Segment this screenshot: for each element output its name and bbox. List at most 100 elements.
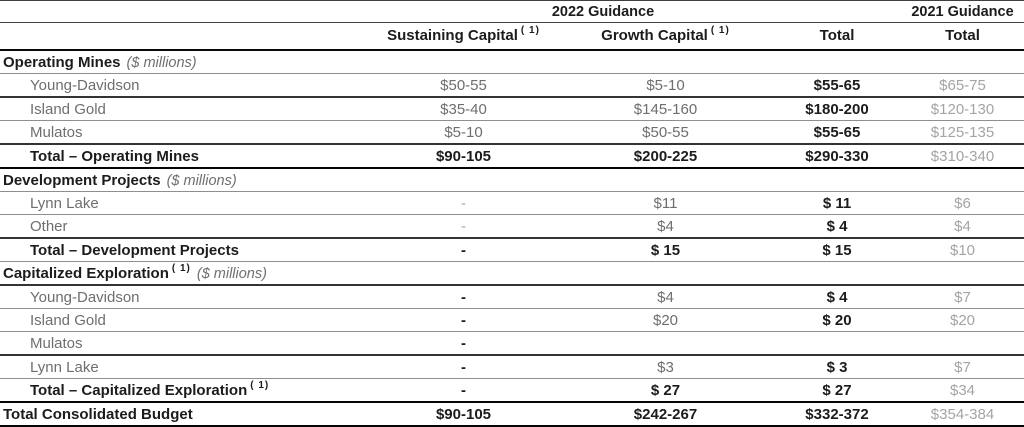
- cell-value: $20: [558, 308, 773, 332]
- section-row: Operating Mines ($ millions): [0, 50, 1024, 74]
- cell-value: $35-40: [369, 97, 558, 121]
- cell-value: $4: [558, 285, 773, 309]
- cell-value: $4: [558, 214, 773, 239]
- cell-value: $65-75: [901, 73, 1024, 98]
- cell-value: $5-10: [558, 73, 773, 98]
- data-row: Island Gold - $20 $ 20 $20: [0, 308, 1024, 332]
- cell-value: $200-225: [558, 144, 773, 169]
- table-body: Operating Mines ($ millions) Young-Davidso…: [0, 50, 1024, 427]
- cell-value: $55-65: [773, 73, 901, 98]
- cell-value: $ 20: [773, 308, 901, 332]
- section-row: Capitalized Exploration( 1) ($ millions): [0, 261, 1024, 286]
- millions-note: ($ millions): [126, 54, 197, 71]
- guidance-2022-header: 2022 Guidance: [369, 0, 901, 23]
- cell-value: $50-55: [558, 120, 773, 145]
- cell-value: $ 15: [558, 238, 773, 262]
- row-label: Lynn Lake: [0, 191, 369, 215]
- column-header-row: Sustaining Capital( 1) Growth Capital( 1)…: [0, 22, 1024, 51]
- row-label: Total Consolidated Budget: [0, 402, 369, 427]
- cell-value: -: [369, 285, 558, 309]
- cell-value: $310-340: [901, 144, 1024, 169]
- cell-value: $90-105: [369, 144, 558, 169]
- cell-value: $ 11: [773, 191, 901, 215]
- row-label: Island Gold: [0, 97, 369, 121]
- cell-value: [558, 331, 773, 356]
- grand-row: Total Consolidated Budget $90-105 $242-267…: [0, 402, 1024, 427]
- section-label-cell: Operating Mines ($ millions): [0, 50, 1024, 74]
- column-header-spacer-cell: [0, 22, 369, 51]
- cell-value: -: [369, 191, 558, 215]
- row-label: Young-Davidson: [0, 73, 369, 98]
- cell-value: $3: [558, 355, 773, 379]
- cell-value: -: [369, 308, 558, 332]
- cell-value: $50-55: [369, 73, 558, 98]
- guidance-year-row: 2022 Guidance 2021 Guidance: [0, 0, 1024, 23]
- section-row: Development Projects ($ millions): [0, 168, 1024, 192]
- data-row: Other - $4 $ 4 $4: [0, 214, 1024, 239]
- data-row: Mulatos $5-10 $50-55 $55-65 $125-135: [0, 120, 1024, 145]
- cell-value: -: [369, 355, 558, 379]
- cell-value: $125-135: [901, 120, 1024, 145]
- row-label: Island Gold: [0, 308, 369, 332]
- cell-value: $354-384: [901, 402, 1024, 427]
- cell-value: $6: [901, 191, 1024, 215]
- footnote-sup: ( 1): [710, 25, 730, 36]
- millions-note: ($ millions): [166, 172, 237, 189]
- cell-value: [773, 331, 901, 356]
- cell-value: $10: [901, 238, 1024, 262]
- cell-value: $20: [901, 308, 1024, 332]
- row-label: Mulatos: [0, 331, 369, 356]
- cell-value: $290-330: [773, 144, 901, 169]
- cell-value: $34: [901, 378, 1024, 403]
- row-label: Mulatos: [0, 120, 369, 145]
- footnote-sup: ( 1): [520, 25, 540, 36]
- cell-value: $55-65: [773, 120, 901, 145]
- guidance-2021-header: 2021 Guidance: [901, 0, 1024, 23]
- row-label: Lynn Lake: [0, 355, 369, 379]
- footnote-sup: ( 1): [171, 262, 191, 274]
- millions-note: ($ millions): [196, 265, 267, 282]
- row-label: Total – Operating Mines: [0, 144, 369, 169]
- cell-value: -: [369, 238, 558, 262]
- data-row: Mulatos -: [0, 331, 1024, 356]
- cell-value: $180-200: [773, 97, 901, 121]
- data-row: Lynn Lake - $11 $ 11 $6: [0, 191, 1024, 215]
- total-row: Total – Operating Mines $90-105 $200-225 $2…: [0, 144, 1024, 169]
- section-label-cell: Capitalized Exploration( 1) ($ millions): [0, 261, 1024, 286]
- row-label: Total – Capitalized Exploration( 1): [0, 378, 369, 403]
- footnote-sup: ( 1): [250, 379, 270, 391]
- cell-value: $7: [901, 355, 1024, 379]
- section-label-cell: Development Projects ($ millions): [0, 168, 1024, 192]
- row-label: Young-Davidson: [0, 285, 369, 309]
- cell-value: $ 27: [558, 378, 773, 403]
- column-header-1: Sustaining Capital( 1): [369, 22, 558, 51]
- data-row: Lynn Lake - $3 $ 3 $7: [0, 355, 1024, 379]
- data-row: Young-Davidson - $4 $ 4 $7: [0, 285, 1024, 309]
- cell-value: [901, 331, 1024, 356]
- cell-value: $145-160: [558, 97, 773, 121]
- guidance-spacer-cell: [0, 0, 369, 23]
- column-header-4: Total: [901, 22, 1024, 51]
- row-label: Total – Development Projects: [0, 238, 369, 262]
- cell-value: $242-267: [558, 402, 773, 427]
- cell-value: $ 3: [773, 355, 901, 379]
- cell-value: $4: [901, 214, 1024, 239]
- cell-value: $ 4: [773, 214, 901, 239]
- row-label: Other: [0, 214, 369, 239]
- cell-value: $120-130: [901, 97, 1024, 121]
- cell-value: -: [369, 331, 558, 356]
- data-row: Island Gold $35-40 $145-160 $180-200 $120-13…: [0, 97, 1024, 121]
- cell-value: $90-105: [369, 402, 558, 427]
- total-row: Total – Development Projects - $ 15 $ 15 $10: [0, 238, 1024, 262]
- cell-value: $ 27: [773, 378, 901, 403]
- cell-value: -: [369, 378, 558, 403]
- cell-value: $11: [558, 191, 773, 215]
- column-header-2: Growth Capital( 1): [558, 22, 773, 51]
- cell-value: $ 4: [773, 285, 901, 309]
- cell-value: $ 15: [773, 238, 901, 262]
- total-row: Total – Capitalized Exploration( 1) - $ 27…: [0, 378, 1024, 403]
- cell-value: $332-372: [773, 402, 901, 427]
- cell-value: $5-10: [369, 120, 558, 145]
- column-header-3: Total: [773, 22, 901, 51]
